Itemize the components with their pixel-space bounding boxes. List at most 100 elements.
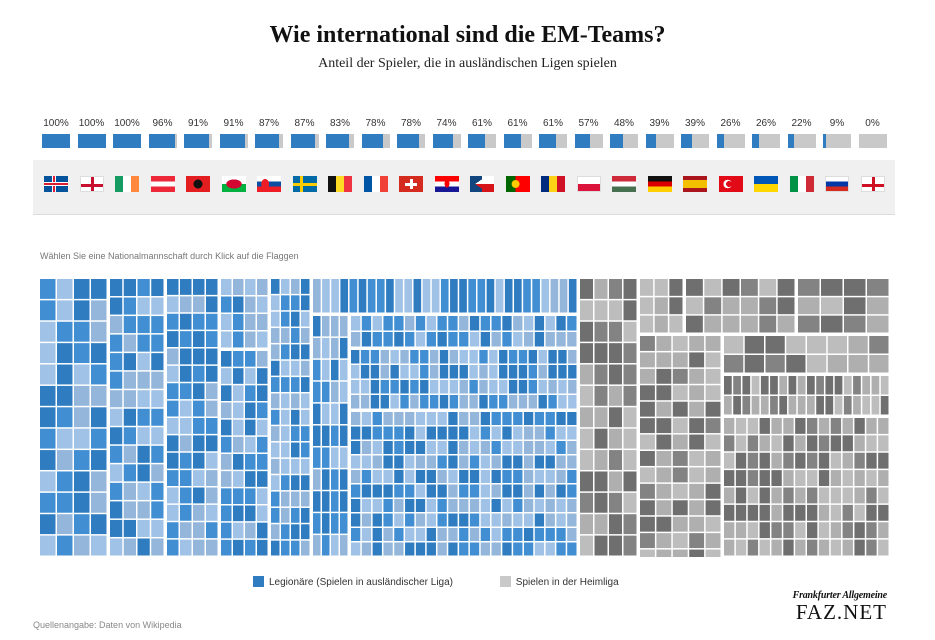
player-cell xyxy=(760,396,769,415)
ukraine-flag-icon[interactable] xyxy=(754,176,778,192)
england-flag-icon[interactable] xyxy=(860,176,885,192)
croatia-flag-icon[interactable] xyxy=(434,176,459,192)
northern-ireland-flag-icon[interactable] xyxy=(79,176,104,192)
czech-republic-flag-icon[interactable] xyxy=(470,176,494,192)
player-cell xyxy=(257,539,268,556)
france-flag-icon[interactable] xyxy=(363,176,388,192)
player-cell xyxy=(735,435,747,452)
player-cell xyxy=(854,539,865,556)
portugal-flag-icon[interactable] xyxy=(505,176,530,192)
player-cell xyxy=(57,471,73,492)
player-cell xyxy=(233,539,244,556)
player-cell xyxy=(271,328,280,343)
hungary-flag-icon[interactable] xyxy=(612,176,636,192)
player-cell xyxy=(513,499,523,512)
bar-track xyxy=(645,134,674,148)
player-cell xyxy=(495,279,504,313)
player-cell xyxy=(394,542,404,556)
player-cell xyxy=(340,513,348,534)
player-cell xyxy=(40,321,56,342)
player-cell xyxy=(372,513,382,527)
player-cell xyxy=(394,455,404,469)
player-cell xyxy=(818,418,830,434)
player-cell xyxy=(724,336,744,354)
iceland-flag-icon[interactable] xyxy=(44,176,68,192)
austria-flag-icon[interactable] xyxy=(150,176,175,192)
player-cell xyxy=(233,488,244,504)
player-cell xyxy=(281,540,290,556)
player-cell xyxy=(301,475,310,491)
ireland-flag-icon[interactable] xyxy=(115,176,139,192)
player-cell xyxy=(110,371,123,389)
player-cell xyxy=(724,522,735,539)
player-cell xyxy=(167,331,179,347)
player-cell xyxy=(735,539,747,556)
slovakia-flag-icon[interactable] xyxy=(257,176,281,192)
player-cell xyxy=(245,454,256,470)
player-cell xyxy=(609,471,622,492)
player-cell xyxy=(281,524,290,540)
player-cell xyxy=(747,539,759,556)
bar-austria: 96% xyxy=(148,118,177,158)
player-cell xyxy=(502,426,512,440)
player-cell xyxy=(390,350,399,364)
spain-flag-icon[interactable] xyxy=(683,176,707,192)
player-cell xyxy=(741,315,758,333)
player-cell xyxy=(180,539,192,556)
player-cell xyxy=(724,504,735,521)
player-cell xyxy=(257,505,268,522)
russia-flag-icon[interactable] xyxy=(825,176,849,192)
germany-flag-icon[interactable] xyxy=(647,176,672,192)
player-cell xyxy=(513,528,523,541)
poland-flag-icon[interactable] xyxy=(576,176,601,192)
player-cell xyxy=(807,376,815,395)
bar-portugal: 61% xyxy=(503,118,532,158)
player-cell xyxy=(459,441,469,454)
player-cell xyxy=(545,470,555,483)
switzerland-flag-icon[interactable] xyxy=(399,176,423,192)
player-cell xyxy=(556,484,566,498)
player-cell xyxy=(854,504,865,521)
player-cell xyxy=(351,484,361,498)
romania-flag-icon[interactable] xyxy=(541,176,565,192)
player-cell xyxy=(429,365,439,379)
bar-fill xyxy=(326,134,350,148)
player-cell xyxy=(480,455,491,469)
player-cell xyxy=(281,426,290,442)
player-cell xyxy=(594,535,608,556)
wales-flag-icon[interactable] xyxy=(221,176,246,192)
italy-flag-icon[interactable] xyxy=(789,176,814,192)
player-cell xyxy=(367,279,376,313)
player-cell xyxy=(301,377,310,392)
player-cell xyxy=(523,441,534,454)
player-cell xyxy=(689,434,705,450)
player-cell xyxy=(491,332,501,347)
player-cell xyxy=(193,313,205,330)
player-cell xyxy=(866,487,877,504)
player-cell xyxy=(110,427,123,445)
player-cell xyxy=(567,542,577,556)
player-cell xyxy=(137,408,150,426)
player-cell xyxy=(110,501,123,519)
bar-fill xyxy=(823,134,826,148)
player-cell xyxy=(340,425,348,446)
player-cell xyxy=(449,350,459,364)
bar-track xyxy=(503,134,532,148)
player-cell xyxy=(656,467,672,483)
player-cell xyxy=(301,311,310,327)
player-cell xyxy=(151,538,164,556)
sweden-flag-icon[interactable] xyxy=(292,176,317,192)
albania-flag-icon[interactable] xyxy=(186,176,210,192)
player-cell xyxy=(724,396,732,415)
player-cell xyxy=(313,513,321,534)
belgium-flag-icon[interactable] xyxy=(328,176,352,192)
player-cell xyxy=(567,332,577,347)
player-cell xyxy=(245,539,256,556)
selection-hint: Wählen Sie eine Nationalmannschaft durch… xyxy=(40,251,299,261)
turkey-flag-icon[interactable] xyxy=(718,176,743,192)
player-cell xyxy=(502,528,512,541)
player-cell xyxy=(233,419,244,436)
player-cell xyxy=(807,452,818,469)
player-cell xyxy=(206,418,218,434)
player-cell xyxy=(291,540,300,556)
